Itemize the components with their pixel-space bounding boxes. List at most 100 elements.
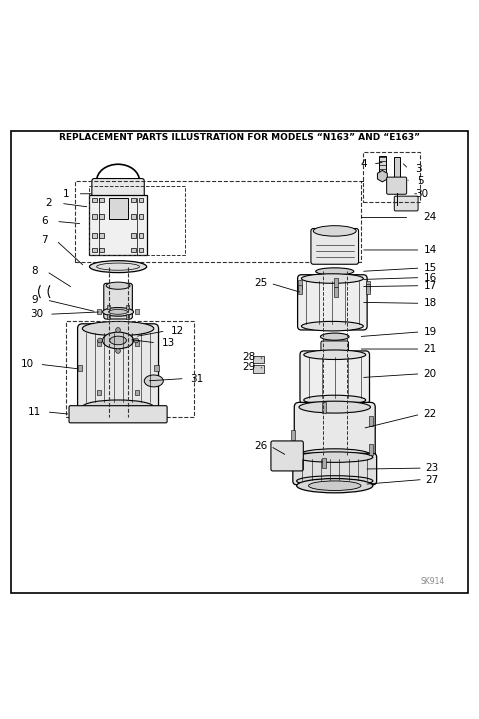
Circle shape (98, 338, 103, 343)
Text: 6: 6 (41, 216, 47, 226)
Text: 29: 29 (242, 362, 256, 372)
Bar (138, 233, 143, 238)
Bar (92, 214, 97, 219)
Ellipse shape (144, 375, 163, 387)
FancyBboxPatch shape (387, 177, 407, 194)
Text: SK914: SK914 (420, 577, 445, 586)
FancyBboxPatch shape (394, 196, 418, 211)
Ellipse shape (82, 400, 154, 414)
Bar (369, 444, 373, 454)
Bar (291, 430, 295, 441)
Text: REPLACEMENT PARTS ILLUSTRATION FOR MODELS “N163” AND “E163”: REPLACEMENT PARTS ILLUSTRATION FOR MODEL… (59, 133, 420, 142)
Bar (135, 390, 139, 395)
Text: 13: 13 (161, 338, 175, 348)
FancyBboxPatch shape (104, 283, 132, 319)
Text: 5: 5 (417, 176, 424, 186)
Ellipse shape (299, 449, 370, 461)
Circle shape (116, 349, 120, 353)
Text: 27: 27 (426, 475, 439, 485)
Text: 3: 3 (415, 164, 422, 174)
Ellipse shape (297, 476, 373, 486)
Bar (99, 198, 104, 202)
Text: 26: 26 (254, 441, 268, 451)
Bar (131, 233, 136, 238)
Bar (99, 233, 104, 238)
Text: 24: 24 (423, 211, 437, 221)
FancyBboxPatch shape (271, 441, 303, 471)
Bar (97, 309, 101, 314)
FancyBboxPatch shape (92, 178, 144, 200)
Bar (109, 198, 127, 219)
Text: 25: 25 (254, 278, 268, 288)
Text: 1: 1 (62, 189, 69, 198)
Bar (125, 305, 129, 309)
Text: 4: 4 (360, 159, 366, 169)
Text: 17: 17 (423, 280, 437, 290)
Bar (92, 198, 97, 202)
Text: 7: 7 (41, 235, 47, 245)
Ellipse shape (82, 321, 154, 336)
Bar (334, 287, 338, 297)
Text: 19: 19 (423, 327, 437, 337)
Bar (369, 416, 373, 426)
Ellipse shape (313, 226, 356, 236)
Ellipse shape (316, 267, 354, 275)
Bar (138, 198, 143, 202)
Bar (135, 340, 139, 346)
Bar (253, 365, 264, 373)
Bar (366, 284, 370, 293)
Ellipse shape (297, 452, 373, 462)
Bar (366, 280, 370, 290)
FancyBboxPatch shape (311, 229, 359, 265)
Bar (298, 285, 302, 294)
Bar (138, 214, 143, 219)
Text: 31: 31 (190, 374, 203, 383)
Bar (90, 186, 185, 255)
Text: 30: 30 (415, 189, 428, 198)
Bar (131, 214, 136, 219)
FancyBboxPatch shape (300, 351, 369, 404)
Ellipse shape (304, 350, 365, 360)
Text: 20: 20 (423, 369, 436, 379)
Bar (125, 314, 129, 319)
Bar (131, 198, 136, 202)
Ellipse shape (297, 479, 373, 493)
FancyBboxPatch shape (321, 341, 349, 357)
Text: 14: 14 (423, 245, 437, 255)
Bar (322, 457, 326, 468)
Bar (97, 390, 102, 395)
Ellipse shape (320, 333, 349, 340)
Bar (99, 247, 104, 252)
Text: 10: 10 (21, 360, 34, 370)
Bar (92, 233, 97, 238)
Ellipse shape (109, 309, 127, 314)
Bar (66, 321, 194, 416)
Text: 9: 9 (32, 295, 38, 305)
Text: 8: 8 (32, 267, 38, 276)
Text: 2: 2 (46, 198, 52, 209)
Bar (78, 365, 82, 371)
Text: 21: 21 (423, 344, 437, 354)
Bar (394, 157, 399, 178)
FancyBboxPatch shape (293, 453, 376, 485)
Text: 18: 18 (423, 298, 437, 308)
FancyBboxPatch shape (294, 403, 375, 459)
Bar (107, 305, 111, 309)
Bar (107, 314, 111, 319)
Bar (253, 356, 264, 363)
Bar (363, 152, 421, 202)
Bar (154, 365, 159, 371)
FancyBboxPatch shape (78, 324, 159, 412)
Text: 16: 16 (423, 273, 437, 283)
Ellipse shape (308, 481, 361, 490)
Text: 28: 28 (242, 352, 256, 362)
Circle shape (116, 328, 120, 332)
Bar (135, 309, 139, 314)
Bar (138, 247, 143, 252)
Text: 22: 22 (423, 409, 437, 419)
Bar (97, 340, 102, 346)
Bar (92, 247, 97, 252)
Ellipse shape (106, 282, 130, 289)
Bar (90, 195, 147, 255)
Ellipse shape (301, 321, 363, 331)
